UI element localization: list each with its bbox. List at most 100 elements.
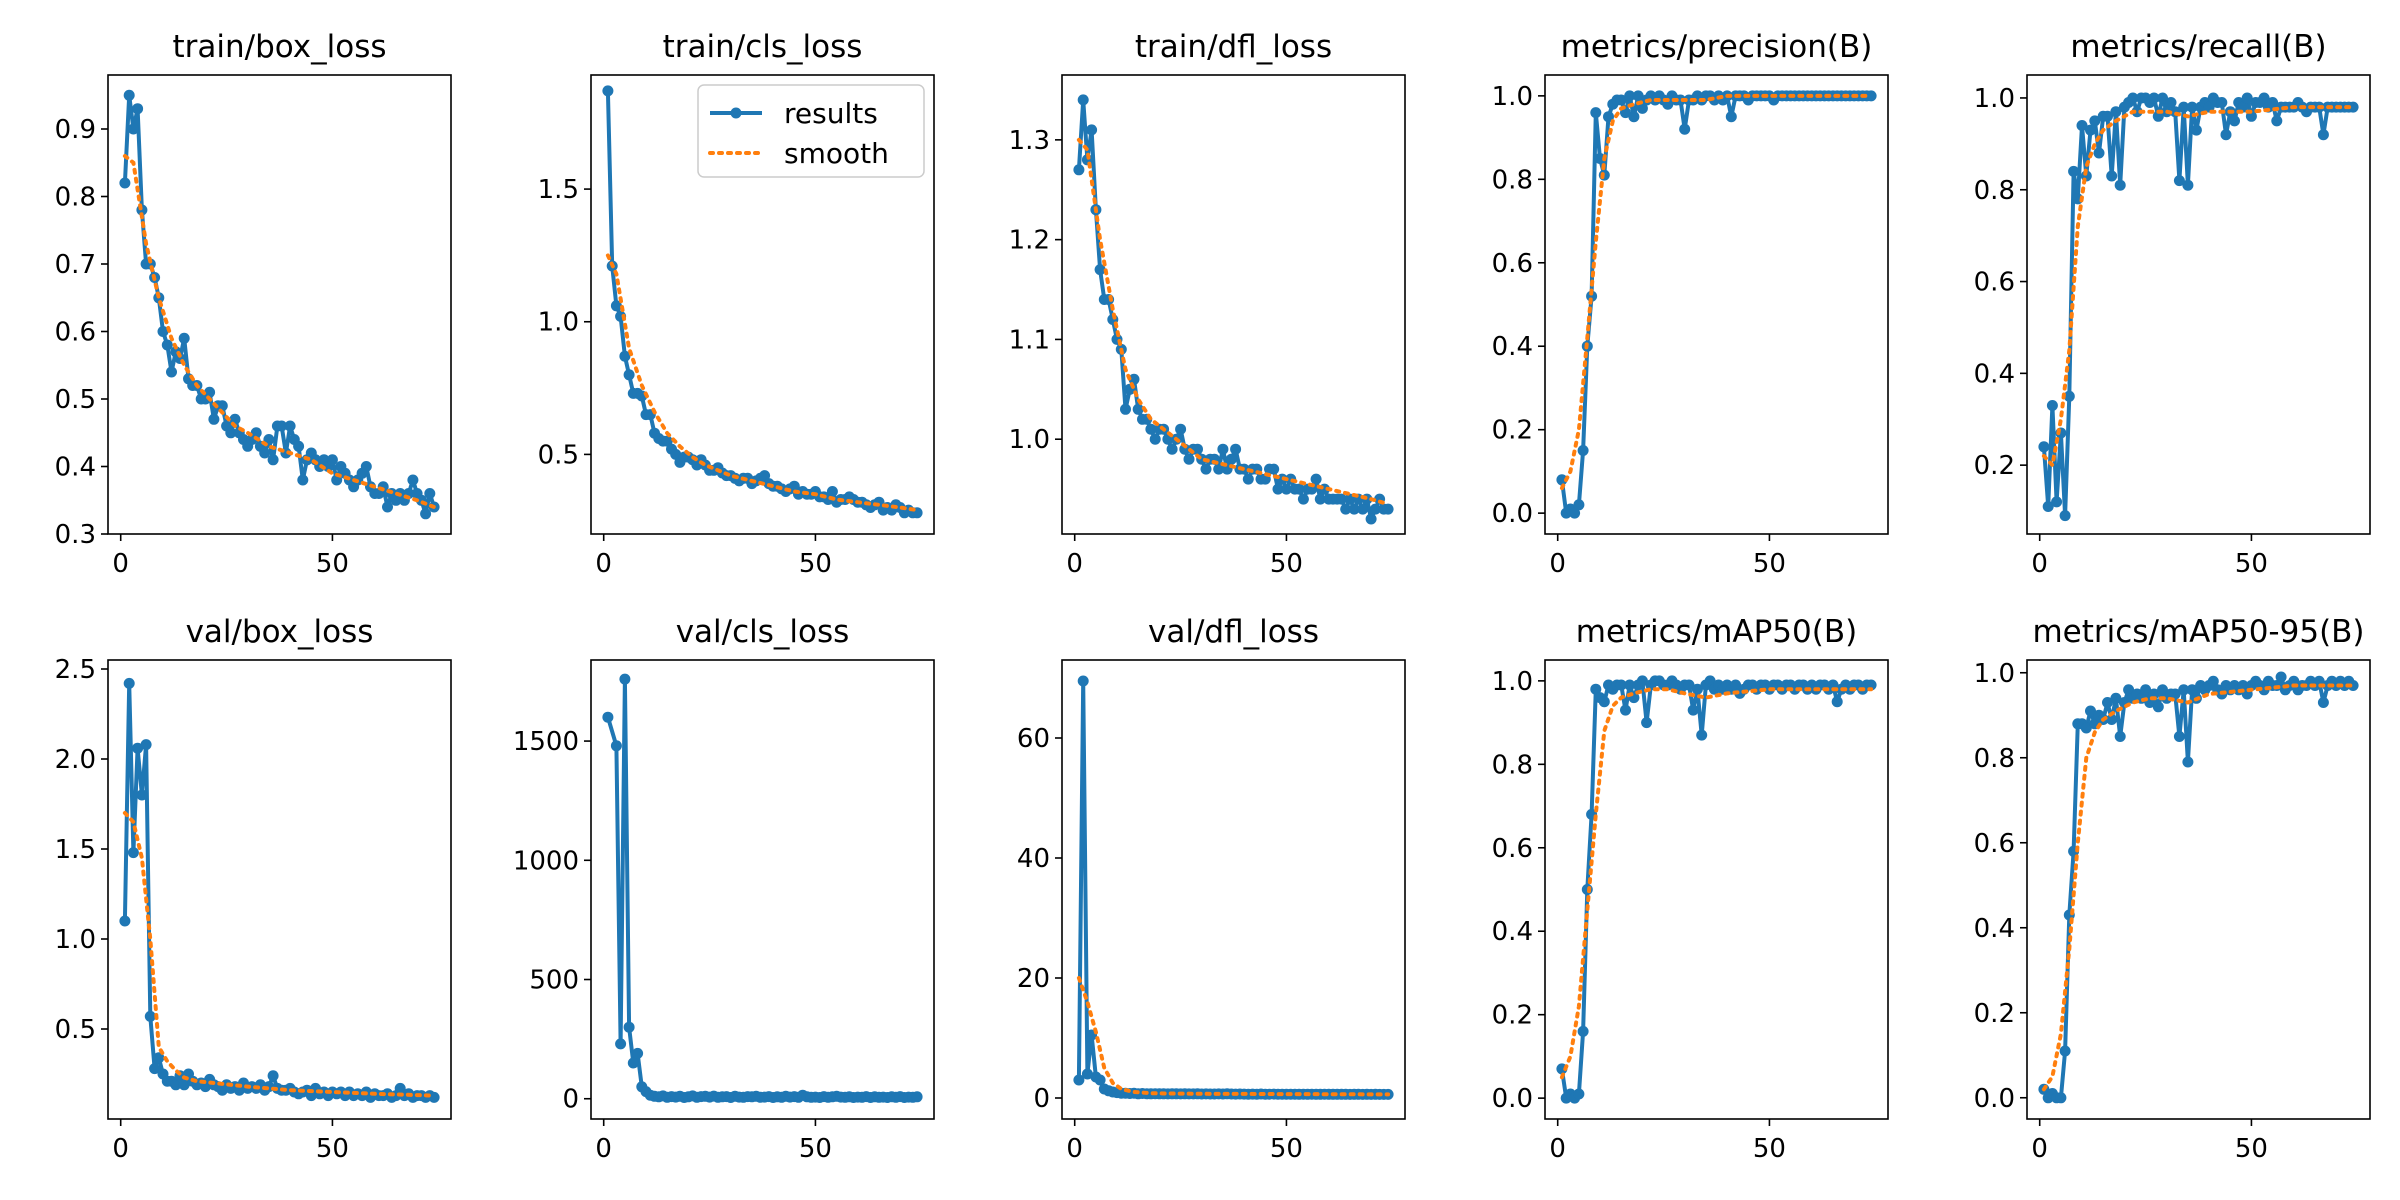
panel-1: train/box_loss 0.3 0.4 0.5 0.6 0.7 0.8 0.9 0 50 xyxy=(55,29,452,579)
panel-6: val/box_loss 0.5 1.0 1.5 2.0 2.5 0 50 xyxy=(55,614,452,1164)
results-point xyxy=(2152,701,2164,713)
x-tick-label: 0 xyxy=(595,1134,612,1164)
results-point xyxy=(225,427,237,439)
results-point xyxy=(1704,675,1716,687)
y-tick-label: 0.0 xyxy=(1492,499,1533,529)
results-point xyxy=(144,1010,156,1022)
results-point xyxy=(1357,503,1369,515)
results-point xyxy=(1569,507,1581,519)
y-tick-label: 1.0 xyxy=(1974,84,2015,114)
results-point xyxy=(178,1079,190,1091)
results-point xyxy=(2123,684,2135,696)
results-point xyxy=(1687,704,1699,716)
y-tick-label: 0.8 xyxy=(1492,165,1533,195)
results-point xyxy=(2173,731,2185,742)
results-point xyxy=(2190,124,2202,136)
y-tick-label: 1.1 xyxy=(1009,325,1050,355)
panel-title: val/dfl_loss xyxy=(1148,614,1319,650)
legend-results-label: results xyxy=(784,97,878,130)
results-point xyxy=(1683,679,1695,691)
results-point xyxy=(1679,123,1691,135)
results-point xyxy=(2317,129,2329,141)
results-point xyxy=(1175,423,1187,435)
results-point xyxy=(1641,717,1653,729)
results-point xyxy=(1179,443,1191,455)
results-point xyxy=(1086,124,1098,136)
y-tick-label: 60 xyxy=(1017,724,1050,754)
results-point xyxy=(132,103,144,115)
results-point xyxy=(602,85,614,97)
results-point xyxy=(382,501,393,513)
results-point xyxy=(1590,683,1602,695)
results-point xyxy=(2106,714,2118,725)
results-point xyxy=(1183,453,1195,465)
x-tick-label: 0 xyxy=(595,549,612,579)
results-point xyxy=(2063,390,2075,402)
results-point xyxy=(1213,463,1225,475)
results-point xyxy=(1636,675,1648,687)
results-point xyxy=(1225,453,1237,465)
results-point xyxy=(420,508,432,520)
results-point xyxy=(153,1052,165,1064)
y-tick-label: 500 xyxy=(529,966,579,996)
results-point xyxy=(2178,101,2190,113)
results-point xyxy=(2347,101,2359,113)
results-point xyxy=(623,1021,635,1033)
results-point xyxy=(615,1038,627,1050)
y-tick-label: 2.5 xyxy=(55,655,96,685)
y-tick-label: 0.4 xyxy=(1492,332,1533,362)
y-tick-label: 1.0 xyxy=(1492,82,1533,112)
results-point xyxy=(1725,111,1737,123)
results-point xyxy=(1166,443,1178,455)
results-point xyxy=(157,326,169,337)
axes-frame xyxy=(1061,74,1406,535)
y-tick-label: 40 xyxy=(1017,844,1050,874)
results-point xyxy=(1615,679,1627,691)
results-point xyxy=(1636,102,1648,114)
panel-title: metrics/precision(B) xyxy=(1561,29,1873,65)
results-point xyxy=(2237,680,2249,691)
y-tick-label: 1.0 xyxy=(1974,659,2015,689)
results-point xyxy=(1132,403,1144,415)
axes-frame xyxy=(2026,74,2371,535)
results-point xyxy=(1348,503,1360,515)
legend-smooth-label: smooth xyxy=(784,137,889,170)
axes-frame xyxy=(590,74,935,535)
results-point xyxy=(2220,129,2232,141)
y-tick-label: 20 xyxy=(1017,964,1050,994)
results-point xyxy=(1624,679,1636,691)
results-point xyxy=(1297,493,1309,505)
panel-8: val/dfl_loss 0 20 40 60 0 50 xyxy=(1017,614,1406,1164)
y-tick-label: 0.6 xyxy=(1974,268,2015,298)
results-point xyxy=(2114,731,2126,742)
results-point xyxy=(2317,697,2329,708)
results-point xyxy=(1590,107,1602,119)
results-line xyxy=(605,677,918,1100)
y-tick-label: 0.4 xyxy=(1974,914,2015,944)
results-point xyxy=(1573,499,1585,511)
panel-title: train/dfl_loss xyxy=(1135,29,1332,65)
y-tick-label: 1.0 xyxy=(1009,425,1050,455)
results-point xyxy=(2046,400,2058,411)
results-point xyxy=(2051,496,2063,508)
panel-title: val/cls_loss xyxy=(676,614,850,650)
axes-frame xyxy=(2026,659,2371,1120)
results-point xyxy=(2347,680,2359,691)
results-point xyxy=(2110,106,2122,118)
results-point xyxy=(1620,704,1631,716)
results-point xyxy=(2093,147,2105,159)
y-tick-label: 0.2 xyxy=(1492,1001,1533,1031)
results-point xyxy=(2216,97,2228,108)
results-point xyxy=(360,461,372,472)
results-point xyxy=(119,177,131,189)
x-tick-label: 50 xyxy=(316,1134,349,1164)
results-point xyxy=(2258,92,2270,104)
results-point xyxy=(297,474,309,486)
y-tick-label: 0.0 xyxy=(1974,1084,2015,1114)
results-point xyxy=(1128,373,1140,385)
panel-3: train/dfl_loss 1.0 1.1 1.2 1.3 0 50 xyxy=(1009,29,1406,579)
results-point xyxy=(2042,501,2054,512)
results-point xyxy=(1073,164,1085,176)
results-point xyxy=(123,89,135,101)
results-point xyxy=(2085,124,2096,136)
